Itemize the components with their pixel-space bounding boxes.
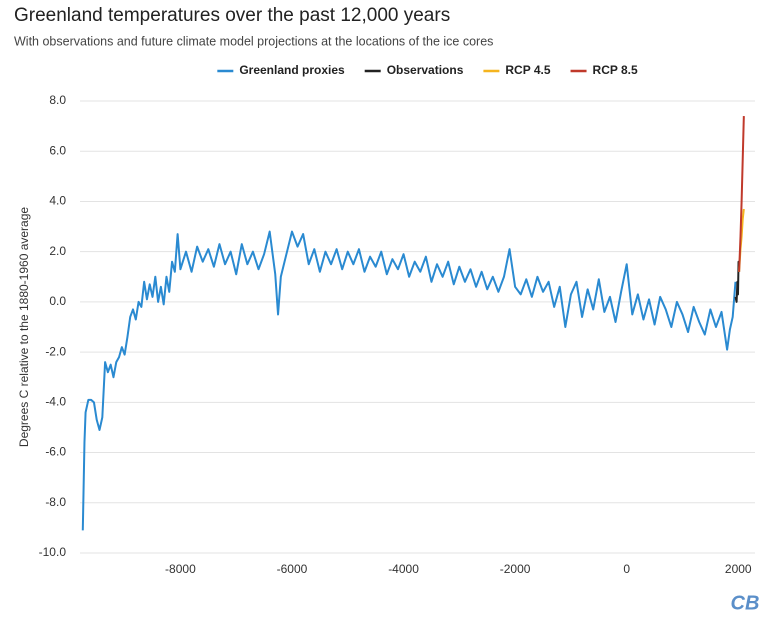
y-tick-label: -6.0 [45,445,66,459]
series-line [738,116,745,272]
legend-label: Greenland proxies [239,63,345,77]
x-tick-label: 2000 [725,562,752,576]
y-tick-label: 8.0 [49,93,66,107]
x-tick-label: -2000 [500,562,531,576]
chart-subtitle: With observations and future climate mod… [14,34,493,48]
legend-label: RCP 4.5 [505,63,550,77]
y-tick-label: 2.0 [49,244,66,258]
y-tick-label: -2.0 [45,344,66,358]
x-tick-label: -4000 [388,562,419,576]
y-tick-label: -10.0 [39,545,67,559]
x-tick-label: -6000 [277,562,308,576]
y-tick-label: 4.0 [49,194,66,208]
x-tick-label: -8000 [165,562,196,576]
y-tick-label: -4.0 [45,395,66,409]
y-tick-label: 6.0 [49,143,66,157]
logo: CB [731,592,760,614]
series-line [81,230,737,531]
y-tick-label: 0.0 [49,294,66,308]
x-tick-label: 0 [623,562,630,576]
y-tick-label: -8.0 [45,495,66,509]
legend-label: Observations [387,63,464,77]
legend-label: RCP 8.5 [593,63,638,77]
chart-title: Greenland temperatures over the past 12,… [14,5,450,26]
y-axis-label: Degrees C relative to the 1880-1960 aver… [17,207,31,447]
